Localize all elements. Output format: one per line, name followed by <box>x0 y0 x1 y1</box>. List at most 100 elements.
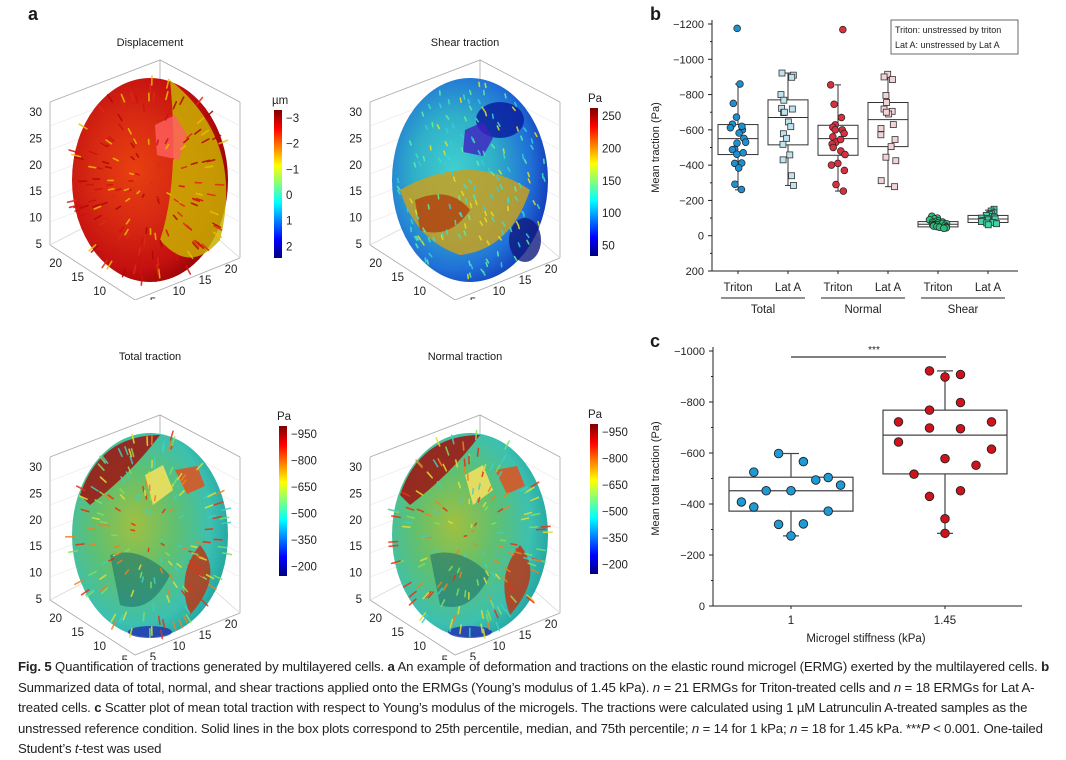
vector-arrow <box>212 231 223 239</box>
vector-arrow <box>485 261 489 268</box>
vector-arrow <box>433 510 440 515</box>
caption-t-var: t <box>74 741 79 756</box>
vector-arrow <box>478 81 481 88</box>
vector-arrow <box>421 614 429 624</box>
vector-arrow <box>79 204 89 209</box>
vector-arrow <box>419 612 427 621</box>
vector-arrow <box>472 193 477 200</box>
vector-arrow <box>481 159 485 166</box>
vector-arrow <box>204 528 214 531</box>
vector-arrow <box>166 594 171 603</box>
vector-arrow <box>107 557 115 562</box>
data-point <box>786 151 794 159</box>
vector-arrow <box>68 549 79 553</box>
vector-arrow <box>438 103 442 109</box>
colorbar-tick-label: −650 <box>602 480 628 492</box>
surface-patch <box>155 115 187 160</box>
vector-arrow <box>71 153 82 158</box>
vector-arrow <box>180 589 187 598</box>
vector-arrow <box>445 114 450 120</box>
figure-caption: Fig. 5 Quantification of tractions gener… <box>18 657 1053 760</box>
data-point <box>780 108 788 116</box>
data-point <box>986 444 997 454</box>
data-point <box>889 121 897 128</box>
vector-arrow <box>157 615 161 626</box>
surface-patch <box>80 435 160 505</box>
vector-arrow <box>113 545 120 549</box>
group-label: Shear <box>948 304 979 316</box>
data-point <box>731 180 739 188</box>
z-tick-label: 5 <box>36 594 42 606</box>
vector-arrow <box>213 501 224 506</box>
vector-arrow <box>207 515 217 519</box>
vector-arrow <box>527 178 531 184</box>
y-tick-label: 10 <box>413 641 426 653</box>
vector-arrow <box>467 214 471 221</box>
caption-n-var: n <box>893 679 902 695</box>
vector-arrow <box>154 232 157 240</box>
vector-arrow <box>118 613 124 623</box>
vector-arrow <box>442 463 448 472</box>
y-tick-label: −400 <box>680 499 705 511</box>
y-tick-label: 5 <box>122 655 128 660</box>
vector-arrow <box>463 464 466 473</box>
vector-arrow <box>415 490 424 496</box>
vector-arrow <box>194 128 202 135</box>
vector-arrow <box>443 150 446 156</box>
data-point <box>779 140 787 148</box>
vector-arrow <box>118 232 124 240</box>
data-point <box>940 528 950 539</box>
data-point <box>955 485 966 496</box>
vector-arrow <box>436 480 443 488</box>
vector-arrow <box>506 205 510 212</box>
z-tick-label: 10 <box>29 568 42 580</box>
vector-arrow <box>448 203 452 210</box>
colorbar-tick-label: −1 <box>286 164 299 176</box>
vector-arrow <box>495 573 501 580</box>
vector-arrow <box>510 543 518 546</box>
vector-arrow <box>480 623 484 634</box>
plot-title: Displacement <box>116 37 184 49</box>
vector-arrow <box>442 584 448 592</box>
z-tick-label: 25 <box>29 133 42 145</box>
vector-arrow <box>506 198 510 205</box>
vector-arrow <box>168 573 173 580</box>
data-point <box>732 113 741 121</box>
vector-arrow <box>138 253 142 263</box>
data-point <box>836 135 845 144</box>
data-point <box>823 472 833 483</box>
vector-arrow <box>459 571 463 578</box>
vector-arrow <box>179 489 185 496</box>
vector-arrow <box>491 113 494 120</box>
colorbar-tick-label: −800 <box>291 456 317 468</box>
vector-arrow <box>107 494 114 500</box>
colorbar-tick-label: −500 <box>291 509 317 521</box>
vector-arrow <box>477 98 481 105</box>
vector-arrow <box>196 462 204 471</box>
vector-arrow <box>195 192 204 196</box>
vector-arrow <box>415 235 419 241</box>
vector-arrow <box>456 567 461 574</box>
vector-arrow <box>194 565 203 570</box>
caption-n-var: n <box>790 720 798 736</box>
vector-arrow <box>104 165 112 169</box>
vector-arrow <box>112 157 119 162</box>
vector-arrow <box>196 96 204 106</box>
vector-arrow <box>523 158 528 164</box>
vector-arrow <box>85 589 94 596</box>
vector-arrow <box>96 512 105 516</box>
vector-arrow <box>491 494 496 501</box>
vector-arrow <box>72 204 83 209</box>
vector-arrow <box>166 247 170 256</box>
vector-arrow <box>504 567 511 573</box>
vector-arrow <box>169 466 174 475</box>
vector-arrow <box>135 173 140 176</box>
vector-arrow <box>142 485 145 493</box>
vector-arrow <box>159 538 165 542</box>
vector-arrow <box>396 177 400 184</box>
vector-arrow <box>468 272 472 278</box>
vector-arrow <box>164 112 169 121</box>
vector-arrow <box>101 160 110 165</box>
colorbar: Pa −950 −800 −650 −500 −350 −200 <box>588 409 628 574</box>
vector-arrow <box>455 550 460 555</box>
